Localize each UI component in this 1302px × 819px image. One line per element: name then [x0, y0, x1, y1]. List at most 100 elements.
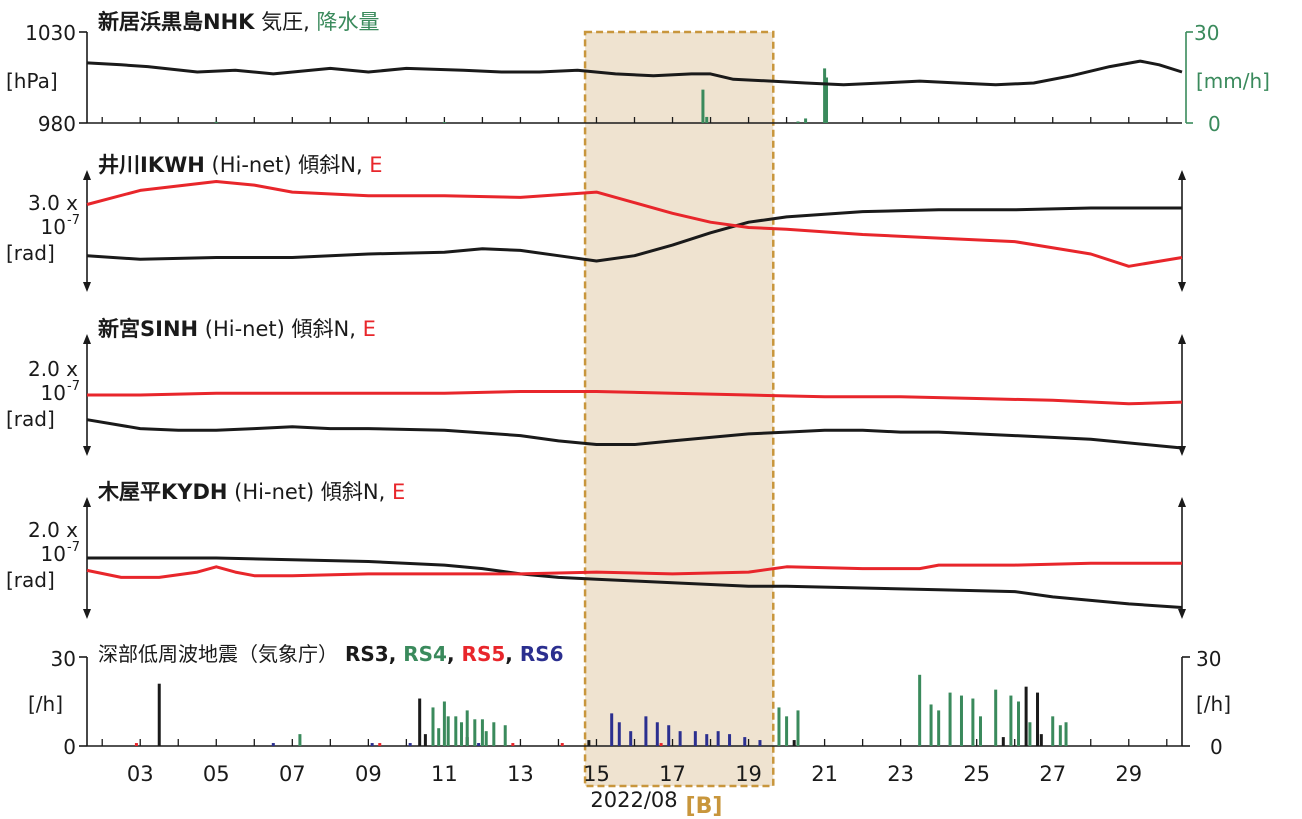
panel-title: 新宮SINH (Hi-net) 傾斜N, E [98, 317, 376, 341]
panel-title-part: E [369, 153, 382, 177]
scale-label-factor: 3.0 x [28, 191, 78, 215]
lfe-bar-rs3 [1024, 686, 1028, 746]
rain-bar [825, 77, 829, 123]
lfe-bar-rs4 [796, 710, 800, 746]
rain-bar [804, 118, 808, 123]
arrowhead-up-icon [1178, 497, 1186, 507]
lfe-bar-rs5 [134, 743, 138, 746]
series-line-pressure [86, 59, 1183, 87]
rain-bar [823, 68, 827, 123]
lfe-bar-rs4 [1028, 722, 1032, 746]
panel-title-part: (Hi-net) 傾斜N, [198, 317, 362, 341]
lfe-bar-rs5 [378, 743, 382, 746]
x-tick-label: 13 [507, 762, 534, 786]
y-tick-label: 0 [63, 735, 76, 759]
y-right-unit-label: [/h] [1196, 692, 1231, 716]
lfe-bar-rs6 [610, 713, 614, 746]
series-line-n [86, 418, 1183, 450]
lfe-bar-rs4 [785, 716, 789, 746]
rain-bar [214, 121, 218, 123]
lfe-bar-rs4 [1058, 725, 1062, 746]
scale-label-unit: [rad] [6, 568, 55, 592]
lfe-bar-rs4 [777, 707, 781, 746]
lfe-bar-rs3 [423, 734, 427, 746]
lfe-bar-rs5 [511, 743, 515, 746]
arrowhead-up-icon [83, 497, 91, 507]
lfe-bar-rs4 [503, 725, 507, 746]
lfe-bar-rs6 [705, 734, 709, 746]
arrowhead-down-icon [83, 609, 91, 619]
x-tick-label: 17 [659, 762, 686, 786]
arrowhead-up-icon [83, 170, 91, 180]
x-tick-label: 29 [1115, 762, 1142, 786]
lfe-bar-rs6 [617, 722, 621, 746]
lfe-bar-rs6 [758, 740, 762, 746]
x-tick-label: 07 [279, 762, 306, 786]
panel-title-part: 井川IKWH [98, 153, 205, 177]
x-tick-label: 05 [203, 762, 230, 786]
lfe-bar-rs5 [560, 743, 564, 746]
scale-label-exponent: -7 [67, 379, 80, 394]
x-tick-label: 03 [127, 762, 154, 786]
highlight-band-b [583, 30, 775, 788]
panel-title-part: 木屋平KYDH [97, 480, 228, 504]
panel-tilt-kydh: 木屋平KYDH (Hi-net) 傾斜N, E 2.0 x10 -7 [rad] [6, 480, 1186, 619]
arrowhead-up-icon [83, 334, 91, 344]
panel-lfe: 300[/h]300[/h]深部低周波地震（気象庁） RS3, RS4, RS5… [28, 642, 1231, 759]
arrowhead-down-icon [1178, 609, 1186, 619]
lfe-bar-rs4 [978, 716, 982, 746]
y-unit-label: [hPa] [6, 69, 58, 93]
x-tick-label: 27 [1039, 762, 1066, 786]
x-tick-label: 19 [735, 762, 762, 786]
scale-label-base: 10 [41, 215, 66, 239]
lfe-bar-rs4 [929, 704, 933, 746]
lfe-bar-rs4 [1064, 722, 1068, 746]
lfe-bar-rs4 [1009, 695, 1013, 746]
lfe-bar-rs4 [480, 719, 484, 746]
lfe-bar-rs3 [792, 740, 796, 746]
y-tick-label: 30 [51, 647, 76, 671]
lfe-bar-rs4 [971, 698, 975, 746]
panel-tilt-ikwh: 井川IKWH (Hi-net) 傾斜N, E 3.0 x10 -7 [rad] [6, 153, 1186, 292]
lfe-bar-rs3 [418, 698, 422, 746]
lfe-bar-rs4 [442, 701, 446, 746]
panel-title-part: , [389, 642, 404, 666]
y-unit-label: [/h] [28, 692, 63, 716]
lfe-bar-rs6 [667, 725, 671, 746]
panel-title-part: E [363, 317, 376, 341]
y-tick-label: 1030 [25, 21, 76, 45]
scale-label-unit: [rad] [6, 407, 55, 431]
panel-title-part: (Hi-net) 傾斜N, [228, 480, 392, 504]
lfe-bar-rs3 [587, 740, 591, 746]
panel-title-part: RS4 [403, 642, 447, 666]
panel-title: 井川IKWH (Hi-net) 傾斜N, E [98, 153, 383, 177]
scale-label-base: 10 [41, 542, 66, 566]
lfe-bar-rs3 [1036, 692, 1040, 746]
lfe-bar-rs4 [431, 707, 435, 746]
series-line-e [86, 561, 1182, 579]
scale-label-exponent: -7 [67, 213, 80, 228]
x-axis-label: 2022/08 [590, 788, 677, 812]
x-tick-label: 21 [811, 762, 838, 786]
panel-title-part: (Hi-net) 傾斜N, [205, 153, 369, 177]
lfe-bar-rs4 [465, 710, 469, 746]
lfe-bar-rs6 [370, 743, 374, 746]
scale-label-base: 10 [41, 381, 66, 405]
lfe-bar-rs6 [271, 743, 275, 746]
panel-title: 新居浜黒島NHK 気圧, 降水量 [98, 10, 379, 34]
lfe-bar-rs6 [743, 737, 747, 746]
panel-title-part: 新宮SINH [98, 317, 198, 341]
x-tick-label: 25 [963, 762, 990, 786]
lfe-bar-rs4 [446, 716, 450, 746]
y-right-unit-label: [mm/h] [1196, 69, 1270, 93]
panel-title-part: 深部低周波地震（気象庁） [98, 642, 338, 666]
lfe-bar-rs6 [678, 731, 682, 746]
highlight-label: [B] [686, 794, 723, 819]
panel-title-part: RS3 [338, 642, 389, 666]
arrowhead-up-icon [1178, 170, 1186, 180]
y-right-tick-label: 30 [1196, 647, 1221, 671]
rain-bar [796, 121, 800, 123]
arrowhead-down-icon [83, 446, 91, 456]
panel-title-part: , [447, 642, 462, 666]
